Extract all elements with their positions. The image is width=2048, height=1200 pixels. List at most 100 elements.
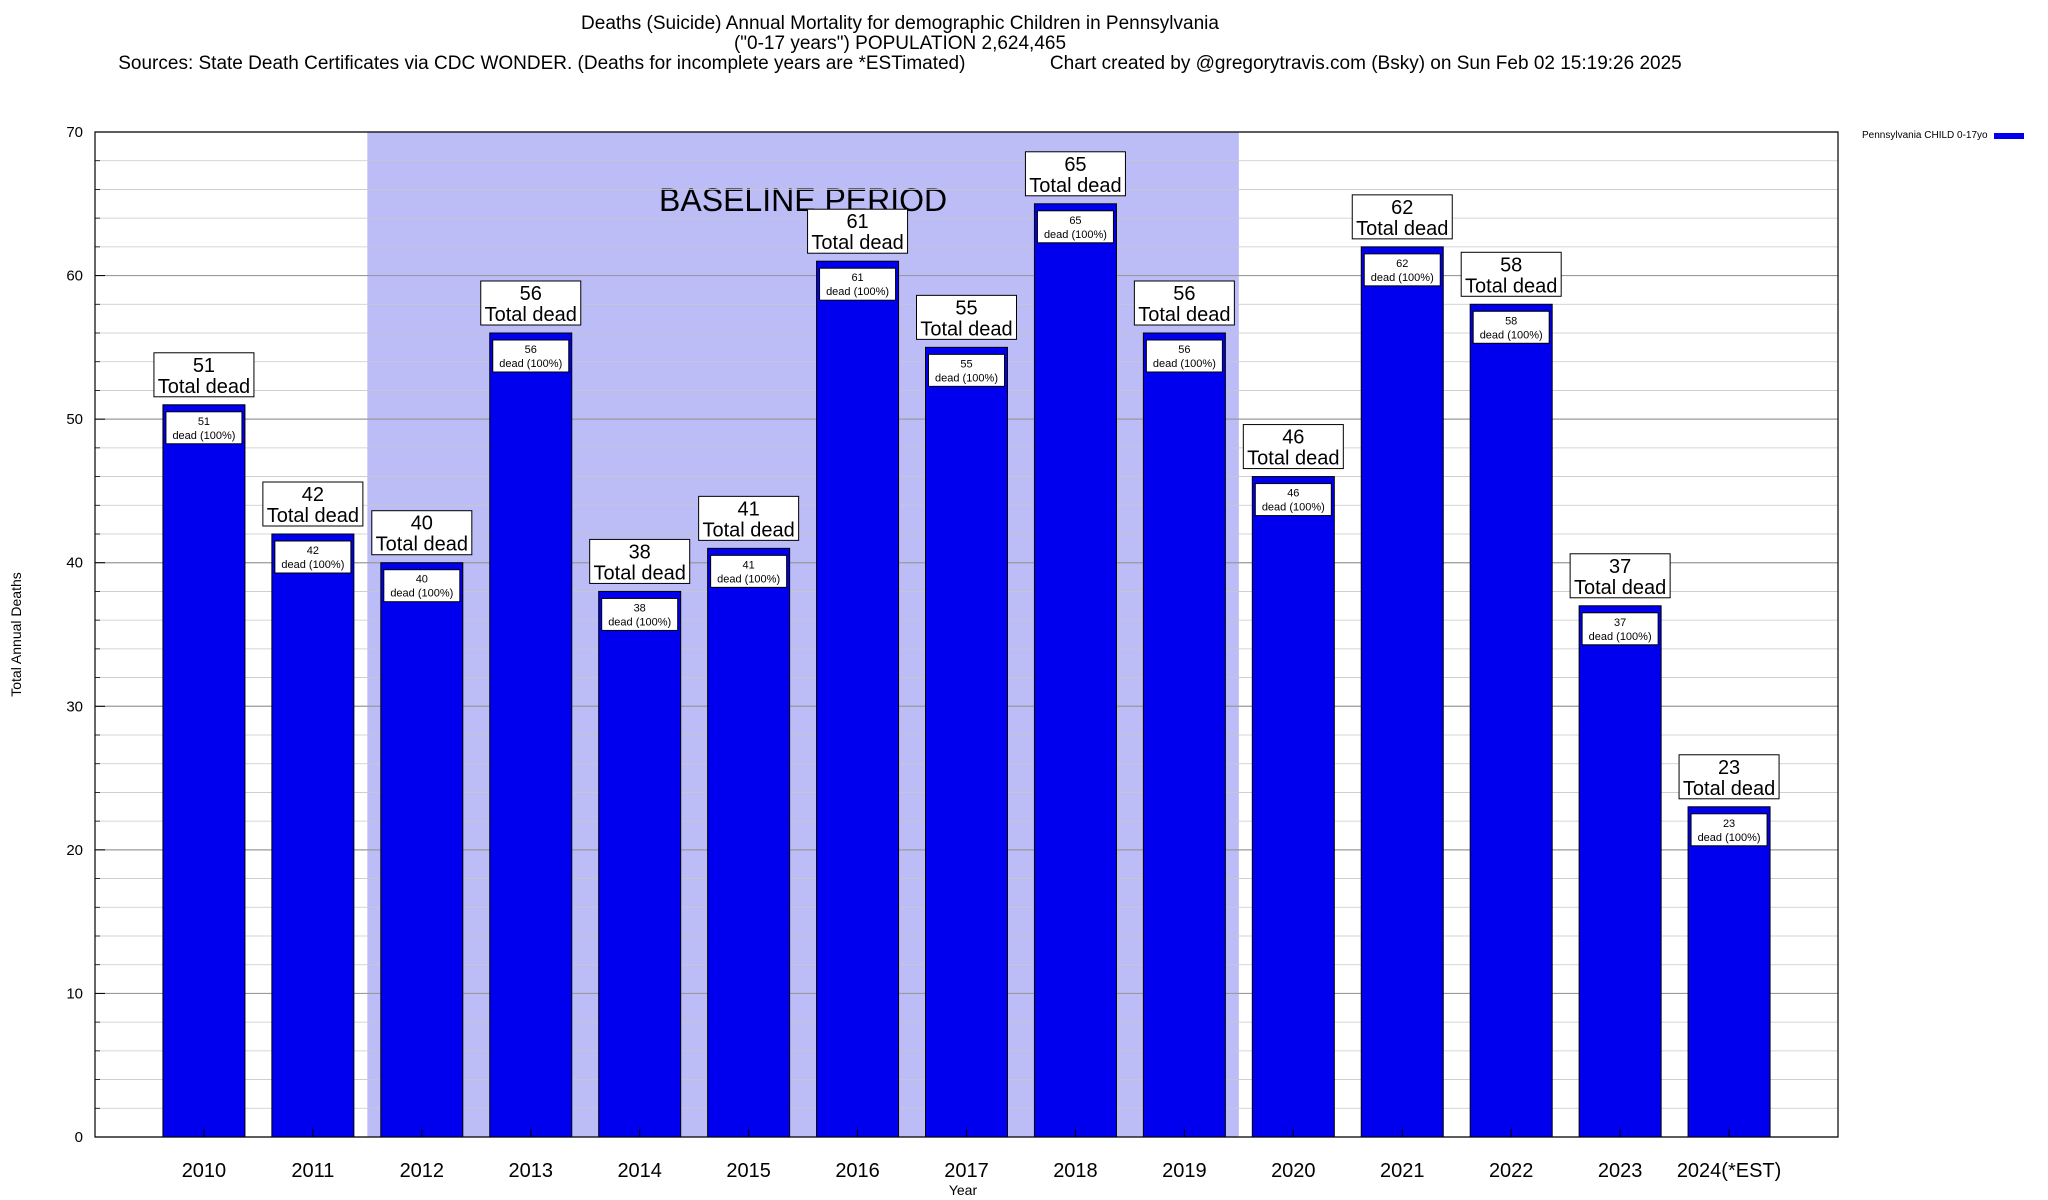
x-tick-label: 2018 (1053, 1160, 1098, 1182)
y-tick-label: 20 (66, 842, 83, 859)
x-tick-label: 2019 (1162, 1160, 1207, 1182)
bar-top-label-text: Total dead (811, 232, 903, 254)
bar-top-label-value: 56 (520, 283, 542, 305)
bar-inner-label-text: dead (100%) (1371, 272, 1434, 284)
bar-top-label-value: 46 (1282, 427, 1304, 449)
legend: Pennsylvania CHILD 0-17yo (1862, 130, 2024, 141)
bar-top-label-box (1024, 151, 1126, 197)
bar-top-label-text: Total dead (1574, 577, 1666, 599)
bar-top-label-box (1678, 754, 1780, 800)
bar-top-label-text: Total dead (1247, 448, 1339, 470)
bar-top-label-box (1133, 280, 1235, 326)
chart-title-line-2: ("0-17 years") POPULATION 2,624,465 (733, 33, 1067, 54)
bar (1578, 605, 1662, 1138)
y-tick-label: 40 (66, 555, 83, 572)
bar-top-label-text: Total dead (485, 304, 577, 326)
bar-inner-label-box (1363, 253, 1441, 287)
bar-top-label-box (1351, 194, 1453, 240)
y-tick-label: 50 (66, 411, 83, 428)
bar-inner-label-value: 65 (1069, 215, 1081, 227)
bar-top-label-value: 38 (629, 541, 651, 563)
bar-inner-label-text: dead (100%) (1589, 631, 1652, 643)
bar-inner-label-text: dead (100%) (1153, 358, 1216, 370)
bar (1360, 246, 1444, 1138)
bar-top-label-value: 37 (1609, 556, 1631, 578)
bar (1687, 806, 1771, 1138)
legend-label: Pennsylvania CHILD 0-17yo (1862, 130, 1988, 141)
bar (1251, 476, 1335, 1138)
x-tick-label: 2012 (400, 1160, 445, 1182)
bar-inner-label-text: dead (100%) (281, 559, 344, 571)
bar-top-label-value: 23 (1718, 757, 1740, 779)
bar-top-label-value: 62 (1391, 197, 1413, 219)
chart-title-line-1: Deaths (Suicide) Annual Mortality for de… (581, 13, 1219, 34)
bar-inner-label-text: dead (100%) (172, 430, 235, 442)
bar-top-label-box (262, 481, 364, 527)
bar-inner-label-box (383, 569, 461, 603)
bar-inner-label-value: 58 (1505, 315, 1517, 327)
bar-inner-label-value: 61 (851, 272, 863, 284)
bar-inner-label-text: dead (100%) (1044, 229, 1107, 241)
bar-inner-label-box (819, 267, 897, 301)
bar-inner-label-value: 41 (743, 559, 755, 571)
bar-top-label-box (371, 510, 473, 556)
y-tick-label: 60 (66, 268, 83, 285)
bar-top-label-text: Total dead (1138, 304, 1230, 326)
x-tick-label: 2016 (835, 1160, 880, 1182)
bar-inner-label-text: dead (100%) (717, 573, 780, 585)
bar-inner-label-value: 46 (1287, 488, 1299, 500)
bar-top-label-value: 55 (955, 297, 977, 319)
bar-inner-label-box (1581, 612, 1659, 646)
bar-inner-label-box (274, 540, 352, 574)
bar-inner-label-box (928, 353, 1005, 387)
bar (1469, 303, 1553, 1138)
bar-inner-label-box (1472, 310, 1550, 344)
bar-top-label-box (153, 352, 255, 398)
bar-inner-label-text: dead (100%) (1480, 329, 1543, 341)
bar-top-label-text: Total dead (1683, 778, 1775, 800)
bar-top-label-value: 41 (738, 498, 760, 520)
bar-top-label-box (807, 208, 909, 254)
bar-inner-label-text: dead (100%) (499, 358, 562, 370)
bar-top-label-box (698, 495, 800, 541)
bar (1142, 332, 1226, 1138)
bar-top-label-box (1242, 424, 1344, 470)
bar-inner-label-box (165, 411, 243, 445)
x-tick-label: 2020 (1271, 1160, 1316, 1182)
bar (489, 332, 573, 1138)
chart-title-line-3: Sources: State Death Certificates via CD… (118, 53, 1682, 74)
bar-top-label-value: 51 (193, 355, 215, 377)
x-tick-label: 2011 (291, 1160, 334, 1182)
chart-title: Deaths (Suicide) Annual Mortality for de… (0, 14, 1800, 74)
legend-swatch (1993, 132, 2024, 139)
bar (162, 404, 246, 1138)
bar-top-label-value: 56 (1173, 283, 1195, 305)
bar-top-label-box (589, 538, 691, 584)
bar (380, 562, 464, 1138)
bar-inner-label-box (1254, 483, 1332, 517)
bar-top-label-box (1460, 251, 1562, 297)
bar-inner-label-box (1690, 813, 1768, 847)
bar (271, 533, 355, 1138)
bar-inner-label-value: 56 (525, 344, 537, 356)
bar-inner-label-box (710, 554, 788, 588)
bar-inner-label-text: dead (100%) (826, 286, 889, 298)
bar-top-label-box (916, 294, 1017, 340)
bar-inner-label-value: 38 (634, 602, 646, 614)
bar-top-label-value: 65 (1064, 154, 1086, 176)
bar-inner-label-value: 62 (1396, 258, 1408, 270)
bar-top-label-value: 42 (302, 484, 324, 506)
bar-inner-label-value: 42 (307, 545, 319, 557)
y-tick-label: 10 (66, 985, 83, 1002)
x-tick-label: 2010 (182, 1160, 227, 1182)
bar-top-label-text: Total dead (1029, 175, 1121, 197)
bar-inner-label-value: 51 (198, 416, 210, 428)
bar-top-label-text: Total dead (376, 534, 468, 556)
bar-top-label-text: Total dead (158, 376, 250, 398)
bar-top-label-text: Total dead (920, 318, 1012, 340)
bar-top-label-text: Total dead (267, 505, 359, 527)
bar (925, 346, 1008, 1138)
bar-top-label-text: Total dead (1465, 275, 1557, 297)
bar-inner-label-box (1145, 339, 1223, 373)
